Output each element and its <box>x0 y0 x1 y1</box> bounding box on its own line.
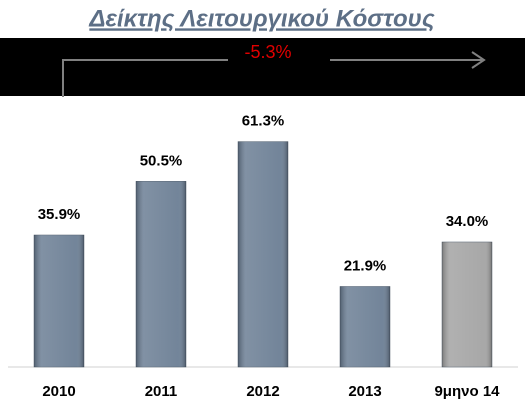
value-label: 34.0% <box>446 213 489 230</box>
value-label: 61.3% <box>242 113 285 130</box>
x-tick-label: 2010 <box>42 383 75 400</box>
bar-shading <box>442 241 492 367</box>
bar-shading <box>238 141 288 367</box>
value-label: 35.9% <box>38 206 81 223</box>
value-label: 21.9% <box>344 257 387 274</box>
banner <box>0 38 525 96</box>
chart-title: Δείκτης Λειτουργικού Κόστους <box>88 5 435 32</box>
value-label: 50.5% <box>140 152 183 169</box>
x-tick-label: 2013 <box>348 383 381 400</box>
x-tick-label: 2012 <box>246 383 279 400</box>
bracket-line <box>62 59 228 97</box>
x-tick-label: 2011 <box>145 383 178 400</box>
x-tick-label: 9μηνο 14 <box>434 383 500 400</box>
bar-shading <box>136 181 186 367</box>
arrow-head <box>471 51 486 69</box>
annotation: -5.3% <box>244 42 291 62</box>
bar-shading <box>34 234 84 367</box>
bar-shading <box>340 286 390 367</box>
